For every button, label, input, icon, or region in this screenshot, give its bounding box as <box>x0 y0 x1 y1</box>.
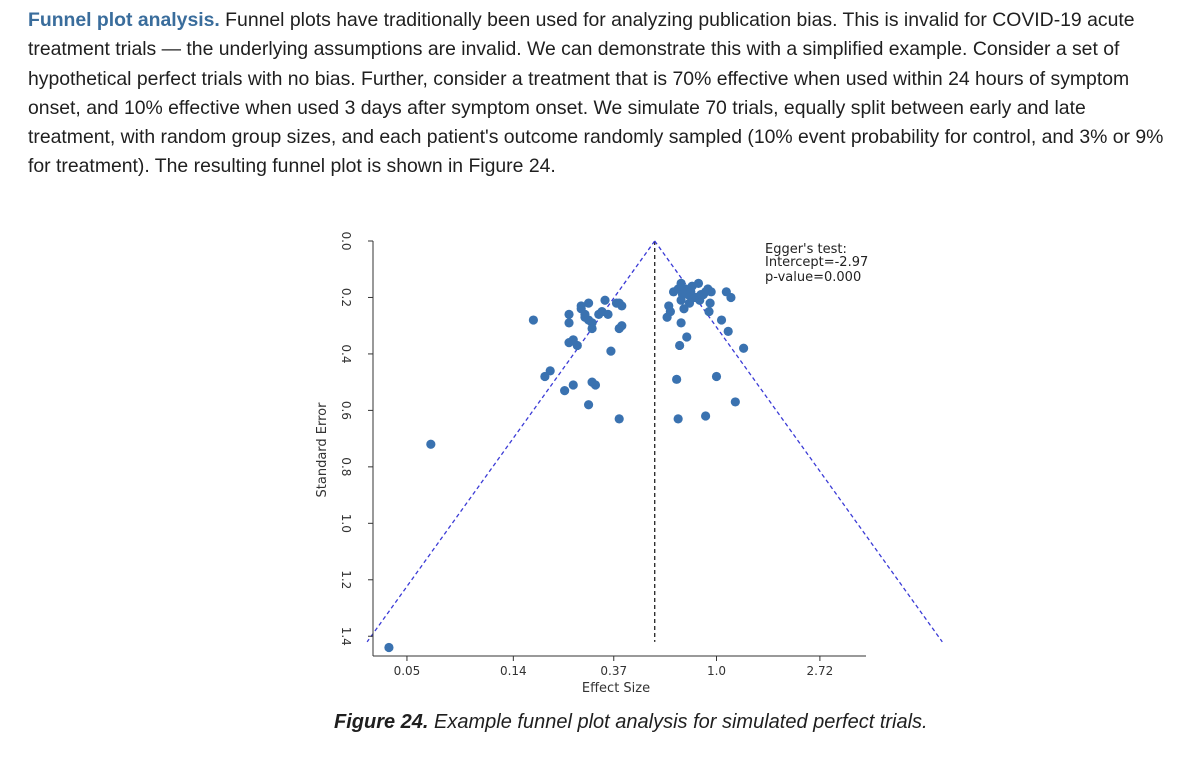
axes <box>372 241 866 657</box>
y-axis-label: Standard Error <box>315 402 330 498</box>
data-point <box>716 315 727 325</box>
x-tick-label: 0.05 <box>394 664 421 678</box>
x-tick-label: 2.72 <box>807 664 834 678</box>
data-points <box>384 278 749 653</box>
data-point <box>676 318 686 328</box>
data-point <box>587 323 597 334</box>
data-point <box>705 298 715 308</box>
data-point <box>590 380 601 390</box>
data-point <box>723 326 733 336</box>
data-point <box>583 400 594 410</box>
caption-text: Example funnel plot analysis for simulat… <box>428 711 928 733</box>
data-point <box>560 386 570 396</box>
y-tick-label: 0.6 <box>339 401 353 420</box>
egger-annotation: Egger's test: Intercept=-2.97 p-value=0.… <box>765 242 868 285</box>
data-point <box>693 278 704 288</box>
data-point <box>572 340 582 351</box>
funnel-lines <box>366 240 943 643</box>
funnel-right-line <box>654 240 943 643</box>
data-point <box>568 380 578 390</box>
data-point <box>606 346 616 356</box>
data-point <box>583 298 594 308</box>
data-point <box>576 301 586 311</box>
y-tick-label: 1.0 <box>339 514 353 533</box>
data-point <box>711 371 722 382</box>
y-tick-label: 0.4 <box>339 344 353 363</box>
funnel-left-line <box>366 240 656 643</box>
tick-marks: 0.0 0.2 0.4 0.6 0.8 1.0 1.2 1.4 0.05 0.14 0.37 1.0 2… <box>339 231 833 678</box>
paragraph-body: Funnel plots have traditionally been use… <box>28 9 1164 178</box>
x-axis-label: Effect Size <box>582 681 650 696</box>
data-point <box>384 642 394 653</box>
x-tick-label: 0.14 <box>500 664 527 678</box>
intro-paragraph: Funnel plot analysis. Funnel plots have … <box>28 6 1178 182</box>
y-tick-label: 1.4 <box>339 627 353 646</box>
y-tick-label: 0.0 <box>339 231 353 250</box>
data-point <box>676 295 686 305</box>
data-point <box>617 301 627 311</box>
data-point <box>682 332 692 342</box>
y-tick-label: 0.2 <box>339 288 353 307</box>
data-point <box>726 292 736 303</box>
egger-title: Egger's test: <box>765 242 847 257</box>
data-point <box>739 343 749 353</box>
data-point <box>675 340 685 351</box>
caption-label: Figure 24. <box>334 711 429 733</box>
data-point <box>730 397 740 407</box>
data-point <box>701 411 711 421</box>
data-point <box>662 312 672 322</box>
data-point <box>706 287 716 297</box>
data-point <box>614 414 624 424</box>
y-tick-label: 0.8 <box>339 457 353 476</box>
data-point <box>528 315 538 325</box>
figure-caption: Figure 24. Example funnel plot analysis … <box>334 711 1034 734</box>
data-point <box>672 374 682 384</box>
data-point <box>600 295 610 305</box>
x-tick-label: 1.0 <box>707 664 726 678</box>
data-point <box>426 439 436 449</box>
data-point <box>704 306 714 317</box>
x-tick-label: 0.37 <box>600 664 627 678</box>
paragraph-heading: Funnel plot analysis. <box>28 9 220 31</box>
data-point <box>617 321 627 331</box>
egger-intercept: Intercept=-2.97 <box>765 255 868 270</box>
data-point <box>564 309 574 320</box>
egger-pvalue: p-value=0.000 <box>765 270 861 285</box>
y-tick-label: 1.2 <box>339 570 353 589</box>
data-point <box>545 366 555 376</box>
data-point <box>679 304 689 314</box>
data-point <box>564 318 574 328</box>
data-point <box>673 414 683 424</box>
data-point <box>603 309 613 320</box>
